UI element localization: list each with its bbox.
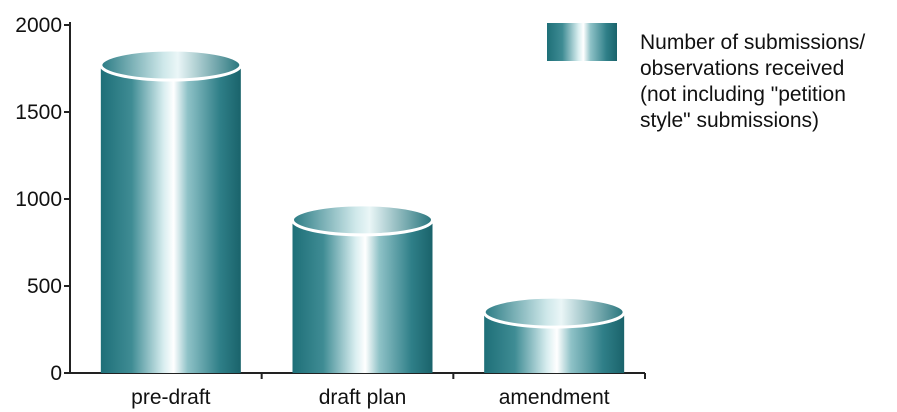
bar-body <box>484 312 625 373</box>
y-tick-label: 2000 <box>15 14 62 37</box>
bars <box>99 48 626 374</box>
legend-line: Number of submissions/ <box>640 31 866 54</box>
x-tick-label: amendment <box>499 386 610 409</box>
y-tick-label: 1000 <box>15 188 62 211</box>
bar <box>291 203 434 373</box>
bar-body <box>292 219 433 373</box>
y-tick-label: 500 <box>27 275 62 298</box>
y-tick-label: 1500 <box>15 101 62 124</box>
x-tick-label: pre-draft <box>131 386 211 409</box>
bar-top <box>291 203 434 237</box>
bar-top <box>482 295 626 329</box>
bar-top <box>99 48 243 82</box>
legend-line: (not including "petition <box>640 83 846 106</box>
legend-swatch-rect <box>547 23 617 61</box>
bar <box>99 48 243 374</box>
bar <box>482 295 626 373</box>
bar-body <box>100 65 241 374</box>
legend-line: style" submissions) <box>640 109 820 132</box>
legend-line: observations received <box>640 57 845 80</box>
legend-text: Number of submissions/ observations rece… <box>640 30 890 134</box>
y-tick-label: 0 <box>50 362 62 385</box>
labels: 0 500 1000 1500 2000 pre-draft draft plan amend… <box>15 14 609 409</box>
x-tick-label: draft plan <box>319 386 407 409</box>
legend-swatch <box>547 23 617 61</box>
